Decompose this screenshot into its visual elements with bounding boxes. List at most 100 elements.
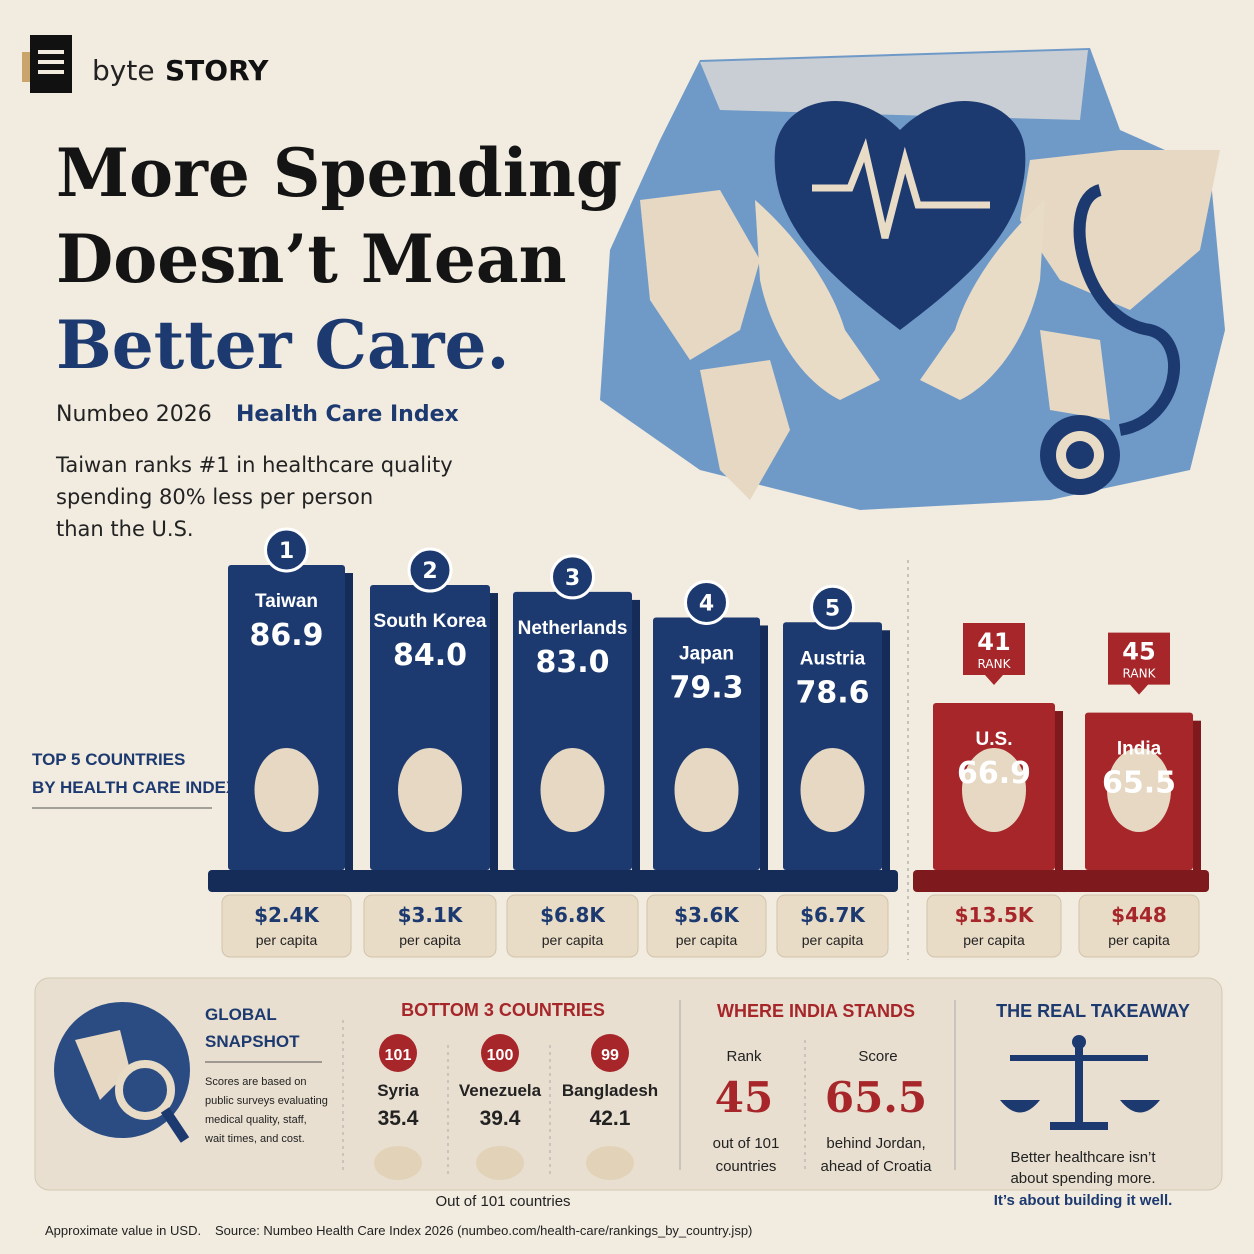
- takeaway-line: about spending more.: [1010, 1170, 1155, 1187]
- country-name: Austria: [800, 648, 866, 669]
- country-score: 86.9: [249, 618, 323, 653]
- stat-label: Rank: [726, 1048, 762, 1065]
- spend-tag: [506, 894, 639, 958]
- country-shape: [586, 1146, 634, 1180]
- stat-note: behind Jordan,: [826, 1135, 925, 1152]
- footer-note: Approximate value in USD.: [45, 1223, 201, 1238]
- spend-value: $3.6K: [674, 903, 740, 927]
- country-name: U.S.: [976, 729, 1013, 750]
- spend-tag: [1078, 894, 1200, 958]
- top-label: TOP 5 COUNTRIES: [32, 750, 185, 769]
- country-score: 65.5: [1102, 766, 1176, 801]
- country-name: South Korea: [374, 611, 487, 632]
- intro-line: spending 80% less per person: [56, 485, 373, 509]
- bar-side: [632, 599, 640, 870]
- country-score: 66.9: [957, 756, 1031, 791]
- country-name: Taiwan: [255, 591, 318, 612]
- bottom-three: 101 Syria 35.4 100 Venezuela 39.4 99 Bangladesh…: [374, 1034, 658, 1180]
- spend-tag: [646, 894, 767, 958]
- rank-badge: [379, 1034, 417, 1072]
- country-score: 78.6: [795, 675, 869, 710]
- country-name: Venezuela: [459, 1081, 542, 1100]
- bar-base: [493, 870, 648, 892]
- title-line: Doesn’t Mean: [56, 220, 567, 298]
- rank: 1: [279, 539, 294, 564]
- intro-line: than the U.S.: [56, 517, 194, 541]
- bar-base: [350, 870, 506, 892]
- takeaway-line: Better healthcare isn’t: [1010, 1149, 1156, 1166]
- rank-callout: [1108, 632, 1170, 695]
- subtitle-source: Numbeo 2026: [56, 402, 212, 427]
- title-line: Better Care.: [56, 306, 510, 384]
- country-shape: [1107, 748, 1171, 832]
- bar-base: [763, 870, 898, 892]
- intro-line: Taiwan ranks #1 in healthcare quality: [55, 453, 453, 477]
- stat-value: 45: [715, 1073, 773, 1122]
- spend-tag: [926, 894, 1062, 958]
- rank-badge: [550, 554, 595, 600]
- rank: 4: [699, 591, 714, 616]
- spend-value: $13.5K: [955, 903, 1035, 927]
- country-score: 84.0: [393, 638, 467, 673]
- spend-unit: per capita: [676, 932, 738, 948]
- country-shape: [674, 748, 739, 832]
- country-shape: [254, 748, 319, 832]
- country-shape: [398, 748, 462, 832]
- top-label: BY HEALTH CARE INDEX: [32, 778, 238, 797]
- bar-base: [1065, 870, 1209, 892]
- bottom-panel: [34, 977, 1223, 1191]
- stat-note: countries: [716, 1158, 777, 1175]
- bar-base: [633, 870, 776, 892]
- rank: 2: [422, 559, 437, 584]
- bars: Taiwan 86.9 $2.4K per capita 1 South Korea 84.…: [208, 527, 1209, 958]
- stat-note: out of 101: [713, 1135, 780, 1152]
- spend-value: $6.7K: [800, 903, 866, 927]
- rank-badge: [481, 1034, 519, 1072]
- country-shape: [374, 1146, 422, 1180]
- title-line: More Spending: [56, 134, 622, 212]
- panel-title: GLOBAL: [205, 1005, 277, 1024]
- spend-unit: per capita: [1108, 932, 1170, 948]
- subtitle-index: Health Care Index: [236, 402, 459, 427]
- brand-light: byte: [92, 54, 155, 87]
- country-score: 42.1: [590, 1107, 631, 1130]
- spend-value: $3.1K: [398, 903, 464, 927]
- bar-base: [913, 870, 1071, 892]
- spend-value: $2.4K: [254, 903, 320, 927]
- country-name: Netherlands: [518, 618, 628, 639]
- logo: [22, 35, 72, 93]
- rank: 3: [565, 566, 580, 591]
- panel-heading: BOTTOM 3 COUNTRIES: [401, 1000, 605, 1020]
- rank: 99: [601, 1047, 619, 1064]
- rank-badge: [591, 1034, 629, 1072]
- spend-value: $6.8K: [540, 903, 606, 927]
- spend-unit: per capita: [542, 932, 604, 948]
- rank-badge: [684, 579, 729, 625]
- stat-note: ahead of Croatia: [821, 1158, 933, 1175]
- rank: 45: [1122, 638, 1155, 666]
- spend-tag: [363, 894, 497, 958]
- spend-unit: per capita: [399, 932, 461, 948]
- panel-footnote: Out of 101 countries: [435, 1193, 570, 1210]
- panel-heading: WHERE INDIA STANDS: [717, 1001, 915, 1021]
- bar-side: [345, 573, 353, 870]
- bar-side: [1193, 720, 1201, 870]
- rank: 5: [825, 596, 840, 621]
- country-shape: [476, 1146, 524, 1180]
- country-score: 83.0: [535, 645, 609, 680]
- rank: 41: [977, 628, 1010, 656]
- rank-label: RANK: [1123, 667, 1157, 681]
- takeaway-emphasis: It’s about building it well.: [994, 1192, 1173, 1209]
- country-score: 39.4: [480, 1107, 521, 1130]
- country-score: 35.4: [378, 1107, 419, 1130]
- spend-unit: per capita: [963, 932, 1025, 948]
- globe: [54, 1002, 190, 1143]
- spend-unit: per capita: [802, 932, 864, 948]
- country-score: 79.3: [669, 670, 743, 705]
- illustration: [600, 48, 1225, 510]
- panel-note: public surveys evaluating: [205, 1095, 328, 1107]
- panel-note: Scores are based on: [205, 1076, 307, 1088]
- stat-value: 65.5: [825, 1073, 927, 1122]
